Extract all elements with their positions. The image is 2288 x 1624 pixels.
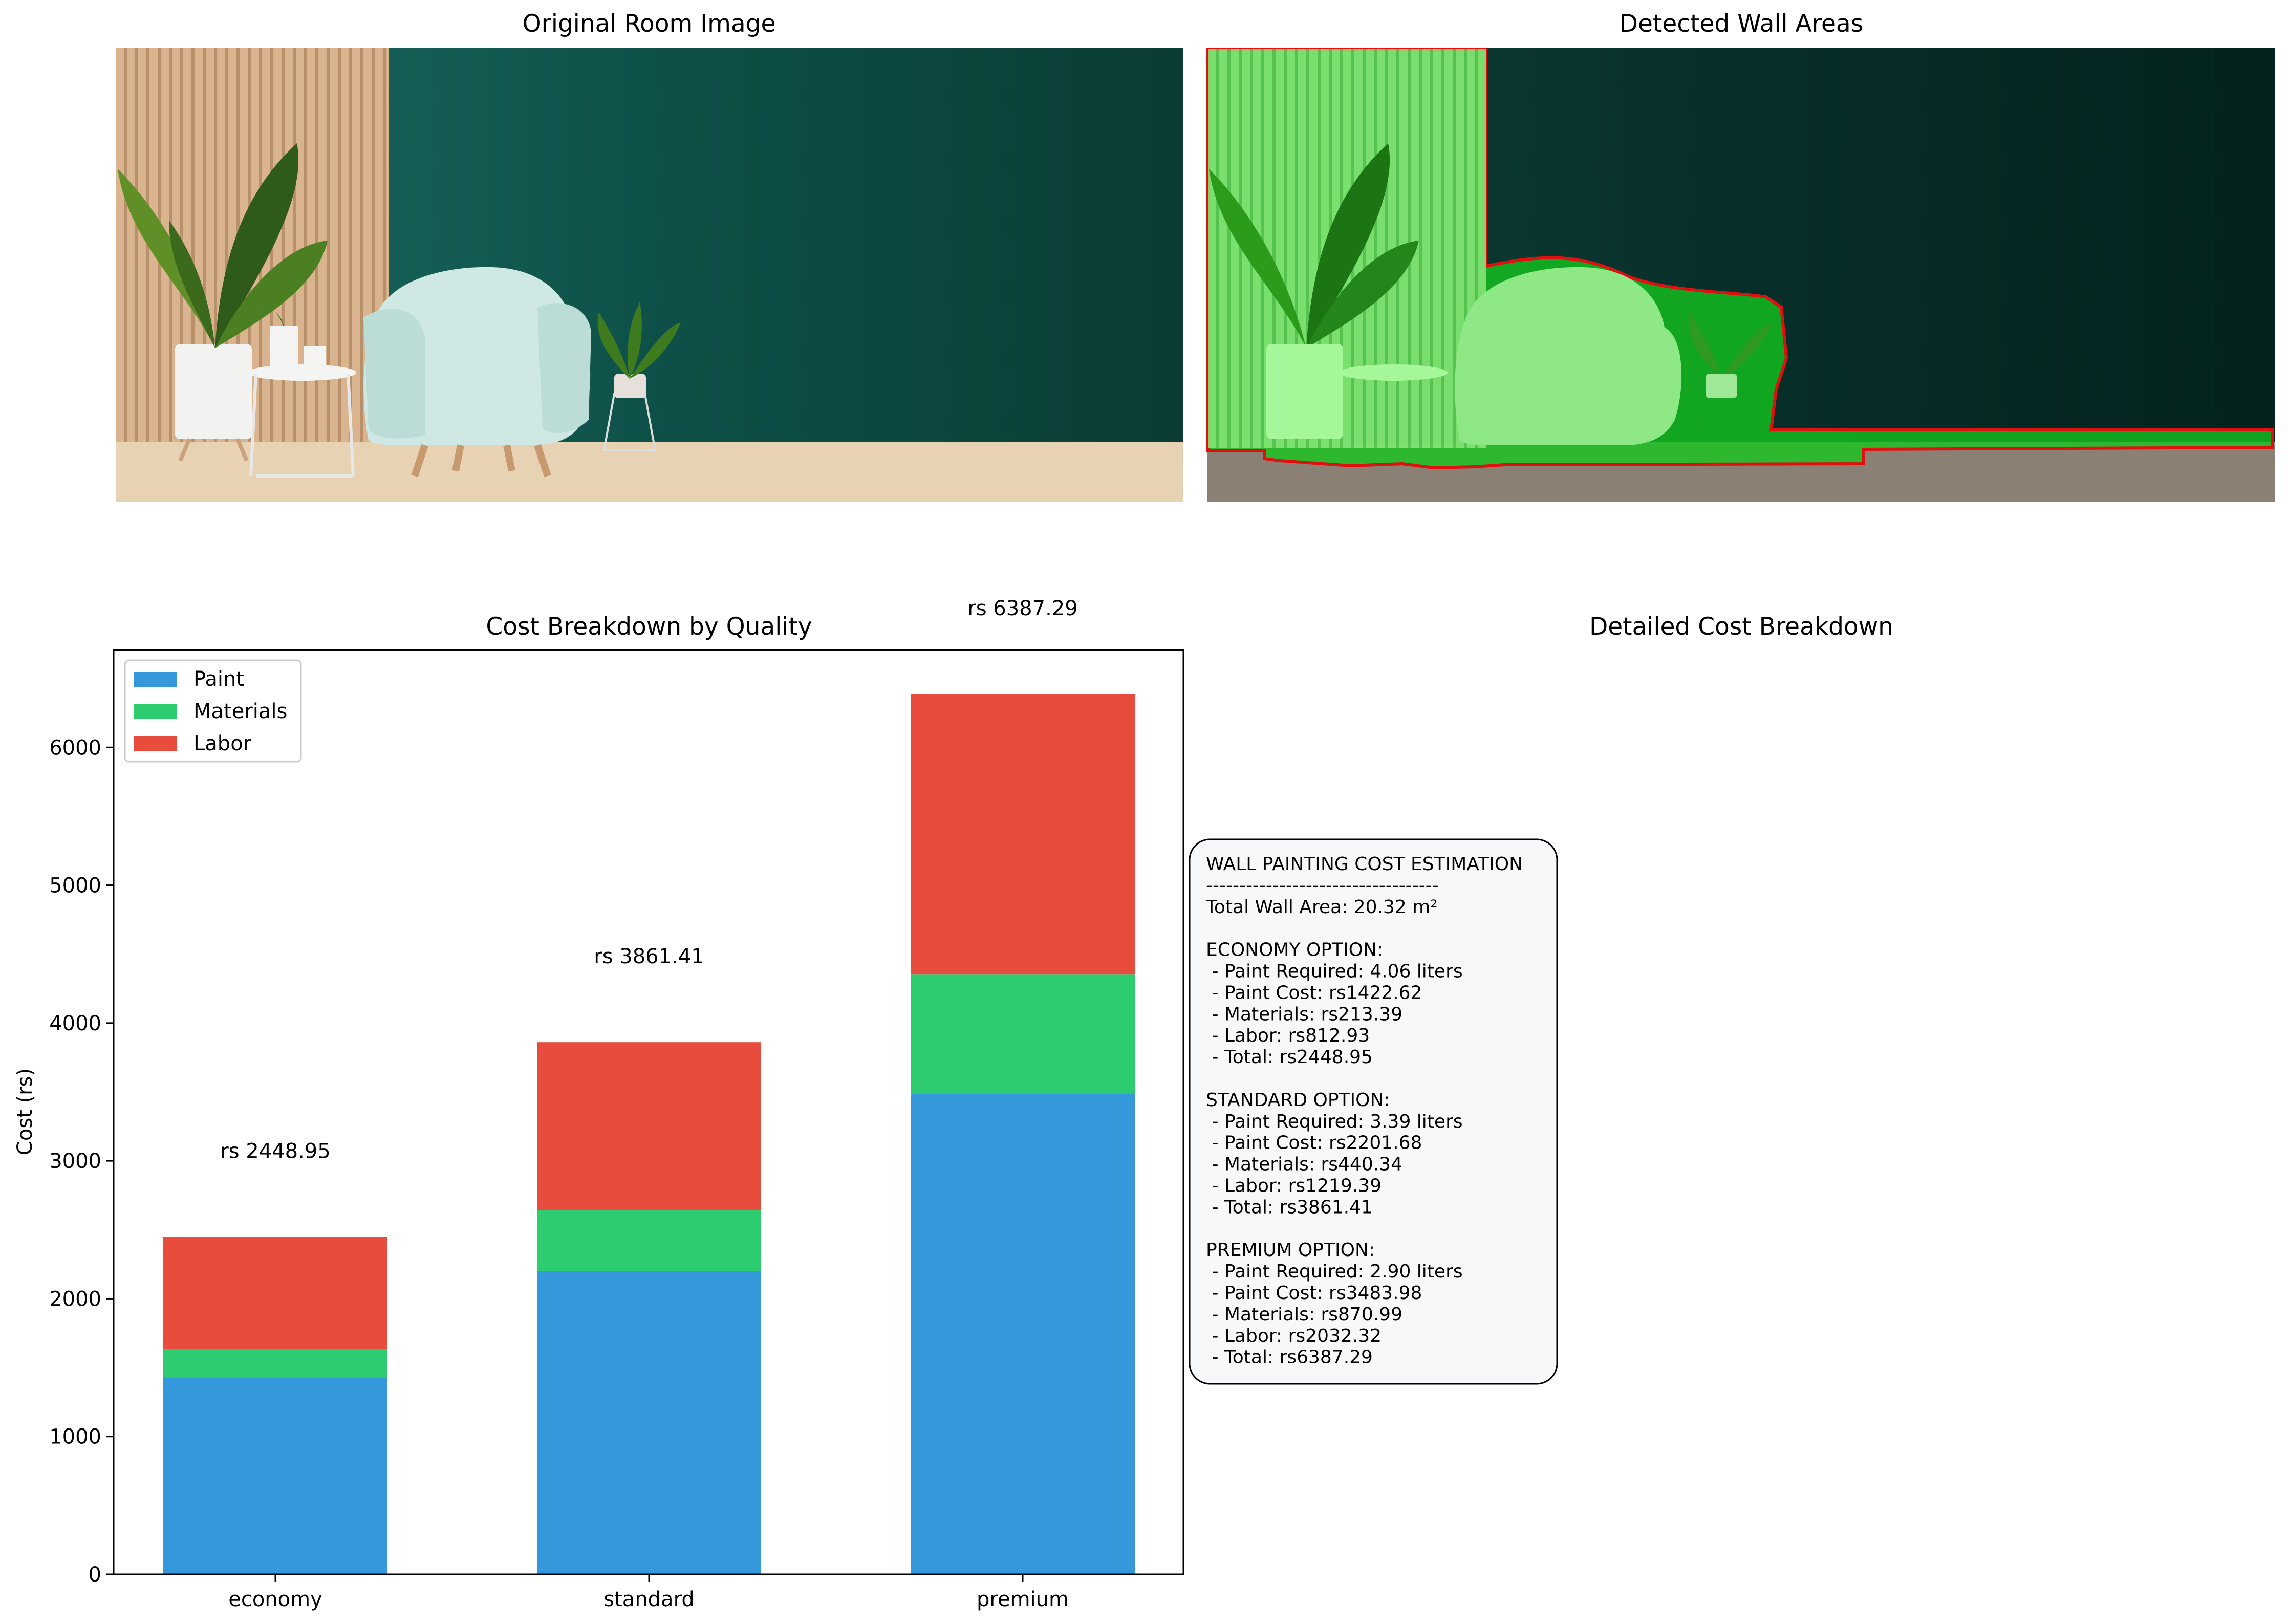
detected-wall-image xyxy=(1206,48,2275,502)
original-room-panel: Original Room Image xyxy=(116,10,1183,502)
bar-standard-labor xyxy=(537,1042,761,1210)
report-line: - Paint Required: 2.90 liters xyxy=(1206,1261,1463,1282)
y-tick-label: 1000 xyxy=(49,1425,101,1449)
details-title: Detailed Cost Breakdown xyxy=(1589,613,1893,641)
report-text: WALL PAINTING COST ESTIMATION-----------… xyxy=(1205,854,1523,1368)
report-line: ----------------------------------- xyxy=(1206,875,1439,896)
legend-label-materials: Materials xyxy=(193,700,287,723)
bar-premium-labor xyxy=(911,694,1135,975)
y-tick-label: 0 xyxy=(89,1563,101,1587)
x-tick-label-premium: premium xyxy=(977,1588,1069,1611)
x-ticks-group: economy standard premium xyxy=(228,1574,1069,1611)
report-line: - Materials: rs213.39 xyxy=(1206,1004,1402,1025)
total-label-premium: rs 6387.29 xyxy=(967,597,1077,620)
chart-title: Cost Breakdown by Quality xyxy=(486,613,812,641)
legend-swatch-paint xyxy=(134,672,177,687)
report-line: ECONOMY OPTION: xyxy=(1206,940,1383,961)
report-line: - Labor: rs2032.32 xyxy=(1206,1326,1382,1347)
plot-frame xyxy=(113,649,1184,1575)
detected-wall-panel: Detected Wall Areas xyxy=(1206,10,2275,502)
y-tick-label: 4000 xyxy=(49,1012,101,1035)
report-line: WALL PAINTING COST ESTIMATION xyxy=(1206,854,1523,875)
original-room-image xyxy=(116,48,1183,502)
report-line: Total Wall Area: 20.32 m² xyxy=(1205,897,1438,918)
bar-economy-materials xyxy=(163,1349,387,1378)
report-line: - Total: rs6387.29 xyxy=(1206,1347,1373,1368)
x-tick-label-economy: economy xyxy=(228,1588,322,1611)
original-room-title: Original Room Image xyxy=(523,10,776,38)
y-tick-label: 5000 xyxy=(49,874,101,898)
report-line: - Paint Cost: rs1422.62 xyxy=(1206,982,1422,1003)
cost-breakdown-chart: Cost Breakdown by Quality Cost (rs) rs 2… xyxy=(13,597,1184,1611)
bar-economy-labor xyxy=(163,1237,387,1349)
bars-group xyxy=(163,694,1135,1574)
report-line: PREMIUM OPTION: xyxy=(1206,1240,1375,1261)
bar-economy-paint xyxy=(163,1378,387,1574)
y-ticks-group: 0 1000 2000 3000 4000 5000 6000 xyxy=(49,736,114,1587)
report-line: - Materials: rs870.99 xyxy=(1206,1304,1402,1325)
total-label-economy: rs 2448.95 xyxy=(220,1140,330,1163)
y-axis-label: Cost (rs) xyxy=(13,1068,37,1155)
report-line: STANDARD OPTION: xyxy=(1206,1090,1390,1111)
y-tick-label: 2000 xyxy=(49,1287,101,1311)
report-line: - Paint Required: 4.06 liters xyxy=(1206,961,1463,982)
report-line: - Paint Required: 3.39 liters xyxy=(1206,1111,1463,1132)
total-label-standard: rs 3861.41 xyxy=(594,945,704,968)
total-labels-group: rs 2448.95 rs 3861.41 rs 6387.29 xyxy=(220,597,1077,1163)
y-tick-label: 3000 xyxy=(49,1150,101,1173)
legend-label-labor: Labor xyxy=(193,732,252,755)
report-line: - Labor: rs1219.39 xyxy=(1206,1176,1382,1197)
report-line: - Paint Cost: rs3483.98 xyxy=(1206,1283,1422,1304)
report-line: - Paint Cost: rs2201.68 xyxy=(1206,1133,1422,1154)
bar-standard-paint xyxy=(537,1271,761,1574)
report-line: - Total: rs3861.41 xyxy=(1206,1197,1373,1218)
report-line: - Labor: rs812.93 xyxy=(1206,1025,1370,1046)
legend-swatch-labor xyxy=(134,736,177,751)
legend-label-paint: Paint xyxy=(193,667,244,691)
y-tick-label: 6000 xyxy=(49,736,101,760)
detected-wall-title: Detected Wall Areas xyxy=(1620,10,1863,38)
report-box xyxy=(1189,838,1558,1385)
report-line: - Total: rs2448.95 xyxy=(1206,1047,1373,1068)
bar-standard-materials xyxy=(537,1210,761,1271)
x-tick-label-standard: standard xyxy=(603,1588,694,1611)
report-line: - Materials: rs440.34 xyxy=(1206,1154,1402,1175)
details-panel: Detailed Cost Breakdown WALL PAINTING CO… xyxy=(1189,613,1893,1385)
legend-swatch-materials xyxy=(134,704,177,719)
bar-premium-paint xyxy=(911,1094,1135,1574)
legend: Paint Materials Labor xyxy=(124,659,302,763)
bar-premium-materials xyxy=(911,974,1135,1094)
